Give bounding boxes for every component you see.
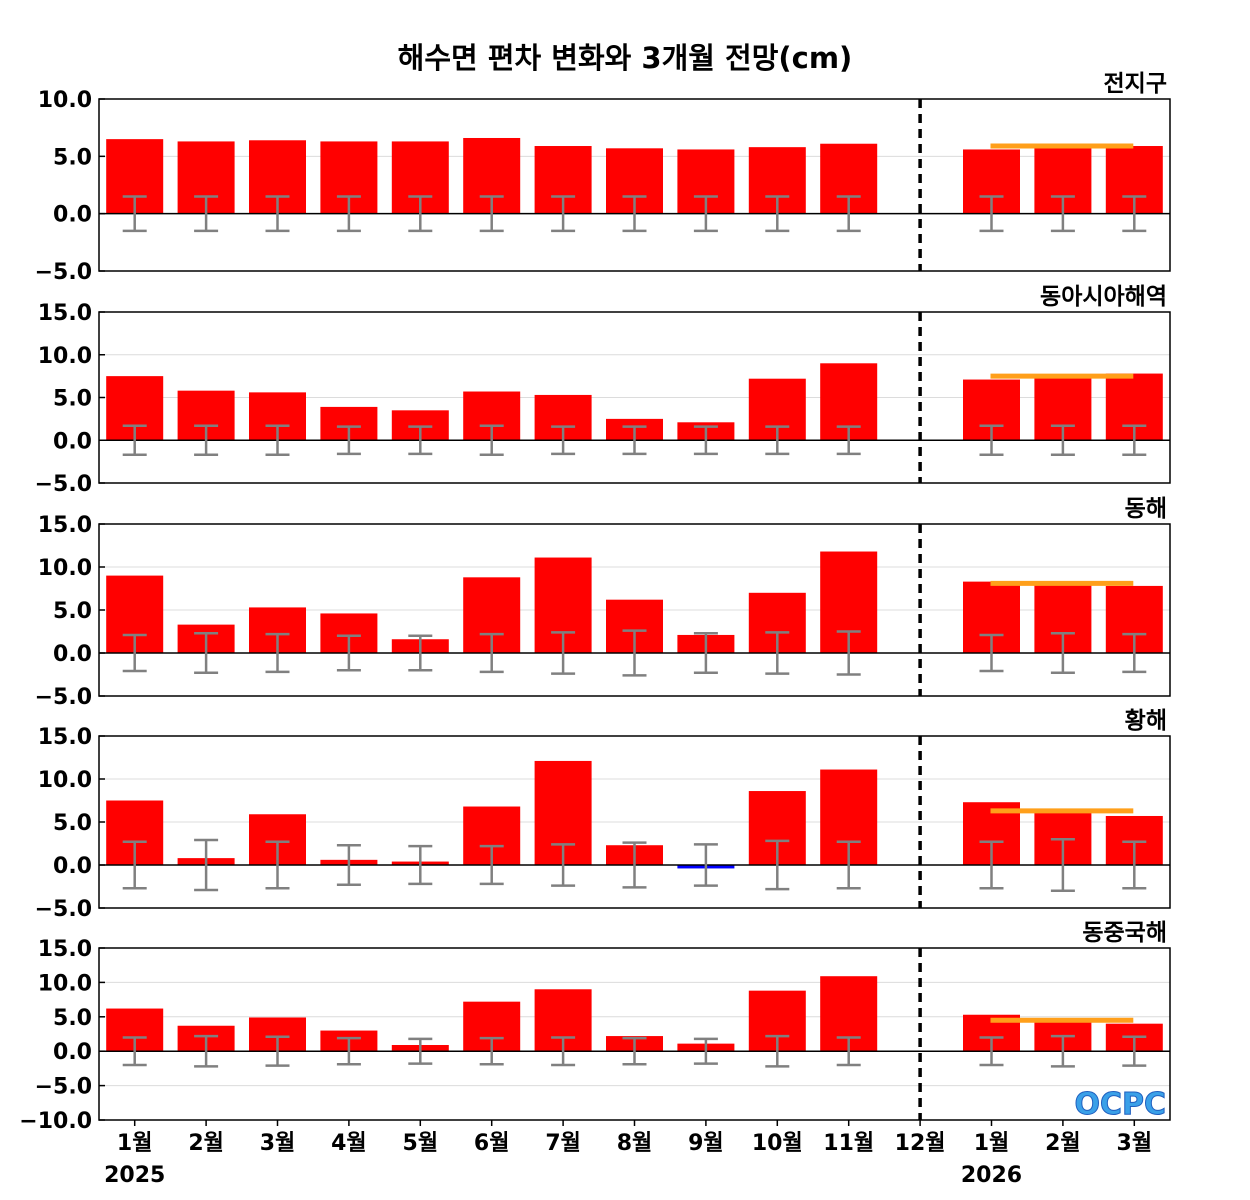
panel-4: 15.0 10.0 5.0 0.0 −5.0 황해 [35,708,1171,922]
region-label: 동중국해 [1082,920,1167,946]
y-tick-label: 0.0 [53,854,92,879]
y-tick-label: 15.0 [38,513,92,538]
y-tick-label: 5.0 [53,599,92,624]
region-label: 전지구 [1104,71,1167,97]
x-tick-label: 3월 [260,1131,296,1156]
x-tick-label: 1월 [974,1131,1010,1156]
x-axis: 1월 2월 3월 4월 5월 6월 7월 8월 9월 10월 11월 12월 1월 2월 3월 2025 202… [104,1120,1152,1188]
region-label: 동아시아해역 [1040,284,1167,310]
x-tick-label: 11월 [823,1131,874,1156]
y-tick-label: 10.0 [38,344,92,369]
x-tick-label: 9월 [688,1131,724,1156]
panel-3: 15.0 10.0 5.0 0.0 −5.0 동해 [35,496,1171,710]
region-label: 동해 [1125,496,1167,522]
y-tick-label: 10.0 [38,556,92,581]
x-tick-label: 1월 [117,1131,153,1156]
y-tick-label: 15.0 [38,301,92,326]
y-tick-label: −10.0 [19,1109,92,1134]
x-tick-label: 4월 [331,1131,367,1156]
panel-1: 10.0 5.0 0.0 −5.0 전지구 [35,71,1171,285]
y-tick-label: 5.0 [53,1006,92,1031]
y-tick-label: 0.0 [53,1040,92,1065]
y-tick-label: 5.0 [53,145,92,170]
panel-5: 15.0 10.0 5.0 0.0 −5.0 −10.0 동중국해 [19,920,1171,1134]
x-tick-label: 6월 [474,1131,510,1156]
y-tick-label: −5.0 [35,685,92,710]
panels: 10.0 5.0 0.0 −5.0 전지구 15.0 10.0 5.0 0.0 −5.0 동아시아해… [19,71,1171,1134]
region-label: 황해 [1125,708,1167,734]
ocpc-logo: OCPC [1074,1087,1167,1123]
y-tick-label: −5.0 [35,260,92,285]
x-tick-label: 5월 [403,1131,439,1156]
x-tick-label: 2월 [1045,1131,1081,1156]
x-tick-label: 3월 [1117,1131,1153,1156]
y-tick-label: 10.0 [38,88,92,113]
ocpc-logo-text: OCPC [1074,1087,1166,1122]
y-tick-label: −5.0 [35,472,92,497]
year-label: 2025 [104,1163,165,1188]
y-tick-label: 0.0 [53,429,92,454]
y-tick-label: 5.0 [53,387,92,412]
y-tick-label: −5.0 [35,897,92,922]
x-tick-label: 8월 [617,1131,653,1156]
y-tick-label: 10.0 [38,768,92,793]
y-tick-label: −5.0 [35,1075,92,1100]
y-tick-label: 0.0 [53,203,92,228]
panel-2: 15.0 10.0 5.0 0.0 −5.0 동아시아해역 [35,284,1171,497]
y-tick-label: 15.0 [38,937,92,962]
x-tick-label: 7월 [545,1131,581,1156]
chart-title: 해수면 편차 변화와 3개월 전망(cm) [398,41,853,75]
y-tick-label: 10.0 [38,971,92,996]
y-tick-label: 15.0 [38,725,92,750]
x-tick-label: 10월 [752,1131,803,1156]
panel-frame [98,98,1171,272]
year-label: 2026 [961,1163,1022,1188]
x-tick-label: 12월 [895,1131,946,1156]
y-tick-label: 0.0 [53,642,92,667]
y-tick-label: 5.0 [53,811,92,836]
x-tick-label: 2월 [188,1131,224,1156]
